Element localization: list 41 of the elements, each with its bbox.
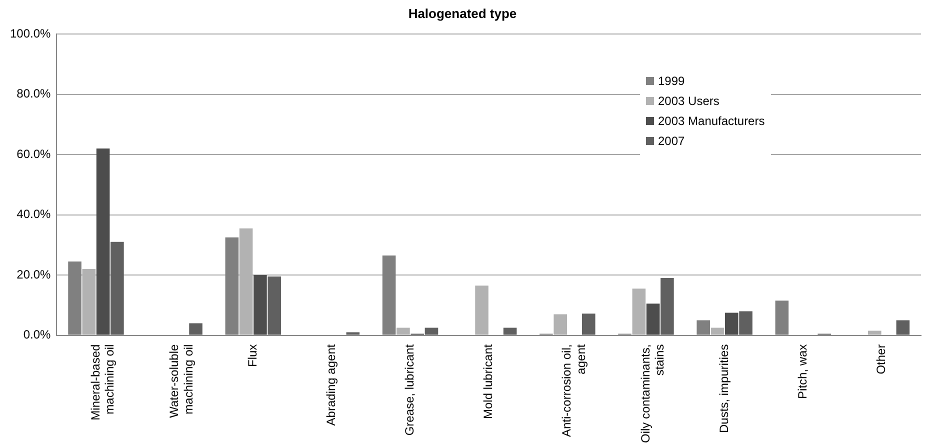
x-tick-label: Mineral-based machining oil [88,344,117,420]
x-tick-label: Grease, lubricant [402,344,417,436]
y-tick-label: 100.0% [10,26,52,40]
bar [554,314,567,335]
y-tick-label: 0.0% [23,328,52,342]
bar [396,328,410,335]
bar [896,320,910,335]
x-tick-label: Dusts, impurities [716,344,731,433]
bar [346,332,360,335]
legend-label: 2007 [657,134,686,148]
y-tick-label: 20.0% [16,267,52,282]
x-tick-label: Abrading agent [324,344,338,426]
x-tick-label: Oily contaminants, stains [638,344,667,444]
bar [710,328,724,335]
x-tick-label: Pitch, wax [795,344,810,399]
legend-label: 1999 [657,74,686,88]
x-tick-label: Flux [245,344,260,367]
bar [582,314,596,335]
bar [189,323,202,335]
bar [632,288,646,335]
bar [646,304,660,335]
bar [660,278,674,335]
legend-label: 2003 Users [657,94,720,108]
bar [110,242,124,335]
chart-title: Halogenated type [407,6,518,21]
y-tick-label: 40.0% [16,207,52,222]
x-tick-label: Mold lubricant [481,344,496,419]
bar [503,328,517,335]
bar [268,276,281,335]
bar [424,328,438,335]
y-tick-label: 80.0% [16,86,52,101]
bar [254,275,267,335]
y-tick-label: 60.0% [16,146,52,161]
bar [96,148,110,335]
bar [475,286,488,335]
bar [724,312,738,335]
x-tick-label: Other [874,344,888,374]
bar [739,311,752,335]
bar [868,330,882,335]
legend-label: 2003 Manufacturers [657,114,765,128]
x-tick-label: Anti-corrosion oil, agent [560,344,588,437]
